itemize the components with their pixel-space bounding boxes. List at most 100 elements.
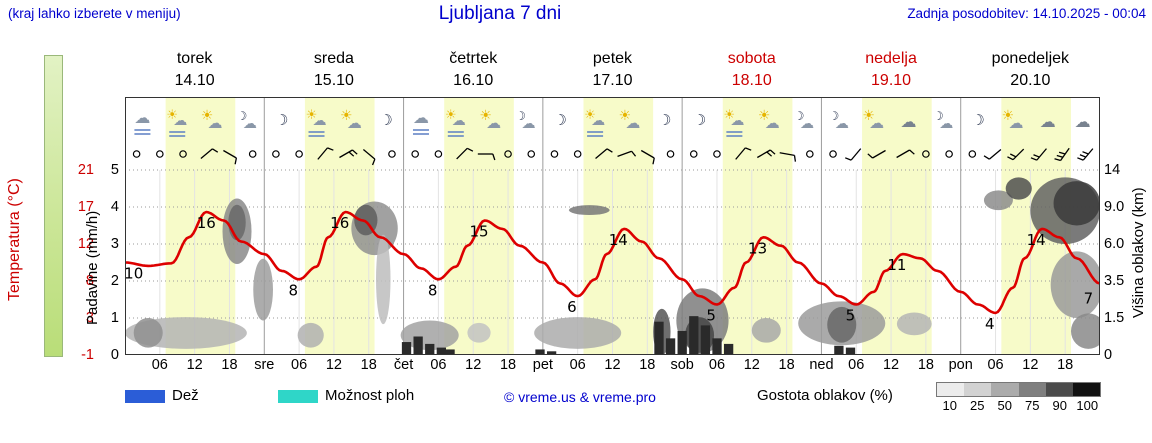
svg-text:☀: ☀ [724, 108, 736, 123]
axis-tick: -1 [81, 347, 94, 363]
svg-text:8: 8 [428, 281, 438, 299]
wind-barb [317, 147, 334, 160]
day-name: torek [176, 50, 213, 67]
weather-icon-moon: ☽ [379, 111, 392, 129]
svg-text:☁: ☁ [869, 114, 884, 132]
svg-text:15: 15 [469, 222, 488, 240]
location-hint: (kraj lahko izberete v meniju) [8, 6, 181, 21]
scale-value: 10 [942, 398, 957, 413]
svg-text:☀: ☀ [201, 108, 214, 124]
day-header: četrtek 16.10 [404, 48, 543, 94]
day-header: sobota 18.10 [682, 48, 821, 94]
time-tick: 18 [1057, 357, 1074, 373]
day-header: sreda 15.10 [264, 48, 403, 94]
day-name: ponedeljek [991, 50, 1070, 67]
weather-icon-sun-cloud: ☀☁ [619, 108, 641, 132]
time-tick: čet [393, 357, 414, 373]
weather-icon-fog-sun: ☀☁ [166, 108, 187, 137]
scale-cell [1018, 383, 1046, 396]
axis-tick: 21 [77, 162, 94, 178]
time-tick: 06 [987, 357, 1004, 373]
last-updated: Zadnja posodobitev: 14.10.2025 - 00:04 [907, 6, 1146, 21]
svg-text:4: 4 [985, 315, 995, 333]
weather-icon-fog-sun: ☀☁ [584, 108, 605, 137]
weather-icon-moon-cloud: ☽☁ [828, 109, 848, 132]
time-tick: 12 [465, 357, 482, 373]
svg-text:☽: ☽ [236, 109, 247, 123]
scale-cell [937, 383, 965, 396]
wind-barb [617, 150, 637, 158]
time-tick: 18 [499, 357, 517, 373]
time-tick: 12 [325, 357, 342, 373]
day-name: petek [592, 50, 633, 67]
scale-value: 100 [1076, 398, 1099, 413]
cloud-height-axis-label: Višina oblakov (km) [1130, 187, 1147, 318]
weather-icon-moon: ☽ [971, 111, 984, 129]
axis-tick: 8 [85, 273, 94, 289]
weather-icon-sun-cloud: ☀☁ [758, 108, 780, 132]
svg-text:☽: ☽ [828, 109, 839, 123]
precipitation-axis: 5 4 3 2 1 0 [99, 97, 119, 363]
wind-barb [200, 148, 219, 159]
svg-text:☁: ☁ [591, 113, 605, 129]
time-tick: 06 [430, 357, 447, 373]
svg-text:14: 14 [609, 231, 628, 249]
day-name: sobota [727, 50, 776, 67]
time-tick: 18 [917, 357, 934, 373]
svg-text:☁: ☁ [521, 116, 535, 132]
svg-text:☀: ☀ [619, 108, 632, 124]
svg-text:16: 16 [330, 214, 349, 232]
day-header-row: torek 14.10 sreda 15.10 četrtek 16.10 petek 17.… [125, 48, 1100, 94]
weather-icon-sun-cloud: ☀☁ [201, 108, 223, 132]
wind-barb [867, 149, 886, 159]
weather-icon-moon: ☽ [658, 111, 671, 129]
svg-text:14: 14 [1027, 231, 1046, 249]
wind-barb [456, 147, 474, 160]
svg-text:☁: ☁ [208, 114, 223, 132]
time-tick: 06 [569, 357, 586, 373]
day-name: četrtek [449, 50, 498, 67]
svg-text:☁: ☁ [939, 116, 953, 132]
scale-cell [1072, 383, 1101, 396]
svg-text:☽: ☽ [693, 111, 706, 129]
day-date: 15.10 [313, 72, 354, 89]
axis-tick: 6.0 [1104, 236, 1125, 252]
cloud-height-axis: 14 9.0 6.0 3.5 1.5 0 [1104, 97, 1148, 363]
svg-text:☀: ☀ [1002, 108, 1015, 124]
svg-text:☽: ☽ [379, 111, 392, 129]
day-header: ponedeljek 20.10 [961, 48, 1100, 94]
svg-text:☁: ☁ [413, 108, 429, 127]
wind-barb [477, 153, 496, 161]
time-tick: ned [809, 357, 834, 373]
temperature-axis: 21 17 12 8 3 -1 [58, 97, 94, 363]
svg-text:☁: ☁ [134, 108, 150, 127]
svg-text:13: 13 [748, 239, 767, 257]
axis-tick: 2 [110, 273, 119, 289]
rain-legend-label: Dež [172, 387, 199, 404]
scale-value: 90 [1052, 398, 1067, 413]
svg-text:7: 7 [1084, 290, 1094, 308]
axis-tick: 4 [110, 199, 119, 215]
scale-cell [964, 383, 992, 396]
page-title: Ljubljana 7 dni [438, 3, 562, 24]
day-date: 16.10 [453, 72, 494, 89]
axis-tick: 14 [1104, 162, 1121, 178]
time-tick: 12 [1022, 357, 1039, 373]
svg-text:☁: ☁ [900, 112, 916, 131]
svg-text:☁: ☁ [173, 113, 187, 129]
svg-text:☀: ☀ [584, 108, 596, 123]
day-date: 19.10 [871, 72, 912, 89]
day-date: 18.10 [731, 72, 772, 89]
axis-tick: 17 [77, 199, 94, 215]
svg-text:☁: ☁ [347, 114, 362, 132]
weather-icon-moon: ☽ [554, 111, 567, 129]
svg-text:☀: ☀ [758, 108, 771, 124]
svg-text:☁: ☁ [1075, 112, 1091, 131]
axis-tick: 3.5 [1104, 273, 1125, 289]
svg-text:☁: ☁ [1008, 114, 1023, 132]
weather-icon-cloud: ☁ [1075, 112, 1091, 131]
time-tick: sob [670, 357, 694, 373]
site-credit-link[interactable]: © vreme.us & vreme.pro [504, 389, 656, 405]
day-date: 20.10 [1010, 72, 1051, 89]
